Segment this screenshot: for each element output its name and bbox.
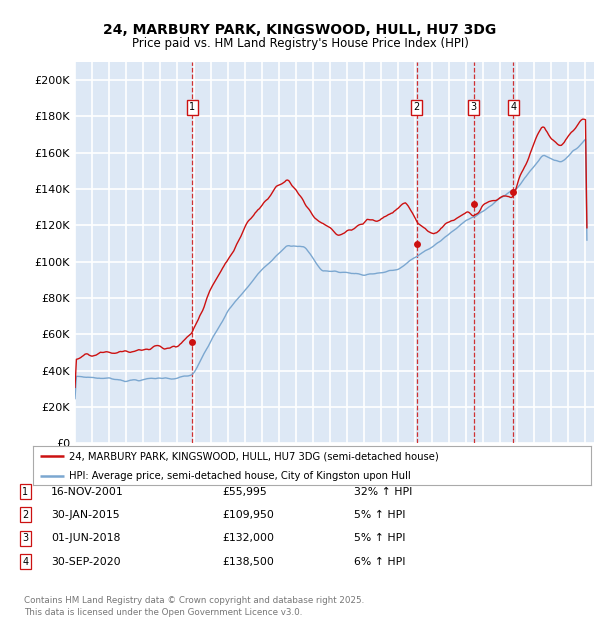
Text: HPI: Average price, semi-detached house, City of Kingston upon Hull: HPI: Average price, semi-detached house,… [69, 471, 411, 480]
Text: £132,000: £132,000 [222, 533, 274, 543]
Text: 6% ↑ HPI: 6% ↑ HPI [354, 557, 406, 567]
Text: 4: 4 [22, 557, 28, 567]
Text: £109,950: £109,950 [222, 510, 274, 520]
Text: Contains HM Land Registry data © Crown copyright and database right 2025.
This d: Contains HM Land Registry data © Crown c… [24, 596, 364, 617]
Text: 24, MARBURY PARK, KINGSWOOD, HULL, HU7 3DG: 24, MARBURY PARK, KINGSWOOD, HULL, HU7 3… [103, 23, 497, 37]
Text: 32% ↑ HPI: 32% ↑ HPI [354, 487, 412, 497]
Text: 3: 3 [22, 533, 28, 543]
Text: 30-SEP-2020: 30-SEP-2020 [51, 557, 121, 567]
Text: £55,995: £55,995 [222, 487, 267, 497]
Text: 3: 3 [470, 102, 476, 112]
Text: 1: 1 [189, 102, 195, 112]
Text: 5% ↑ HPI: 5% ↑ HPI [354, 510, 406, 520]
Text: Price paid vs. HM Land Registry's House Price Index (HPI): Price paid vs. HM Land Registry's House … [131, 37, 469, 50]
Text: £138,500: £138,500 [222, 557, 274, 567]
Text: 5% ↑ HPI: 5% ↑ HPI [354, 533, 406, 543]
Text: 30-JAN-2015: 30-JAN-2015 [51, 510, 119, 520]
Text: 2: 2 [413, 102, 420, 112]
Text: 16-NOV-2001: 16-NOV-2001 [51, 487, 124, 497]
Text: 01-JUN-2018: 01-JUN-2018 [51, 533, 121, 543]
Text: 24, MARBURY PARK, KINGSWOOD, HULL, HU7 3DG (semi-detached house): 24, MARBURY PARK, KINGSWOOD, HULL, HU7 3… [69, 451, 439, 461]
Text: 2: 2 [22, 510, 28, 520]
Text: 4: 4 [510, 102, 516, 112]
Text: 1: 1 [22, 487, 28, 497]
